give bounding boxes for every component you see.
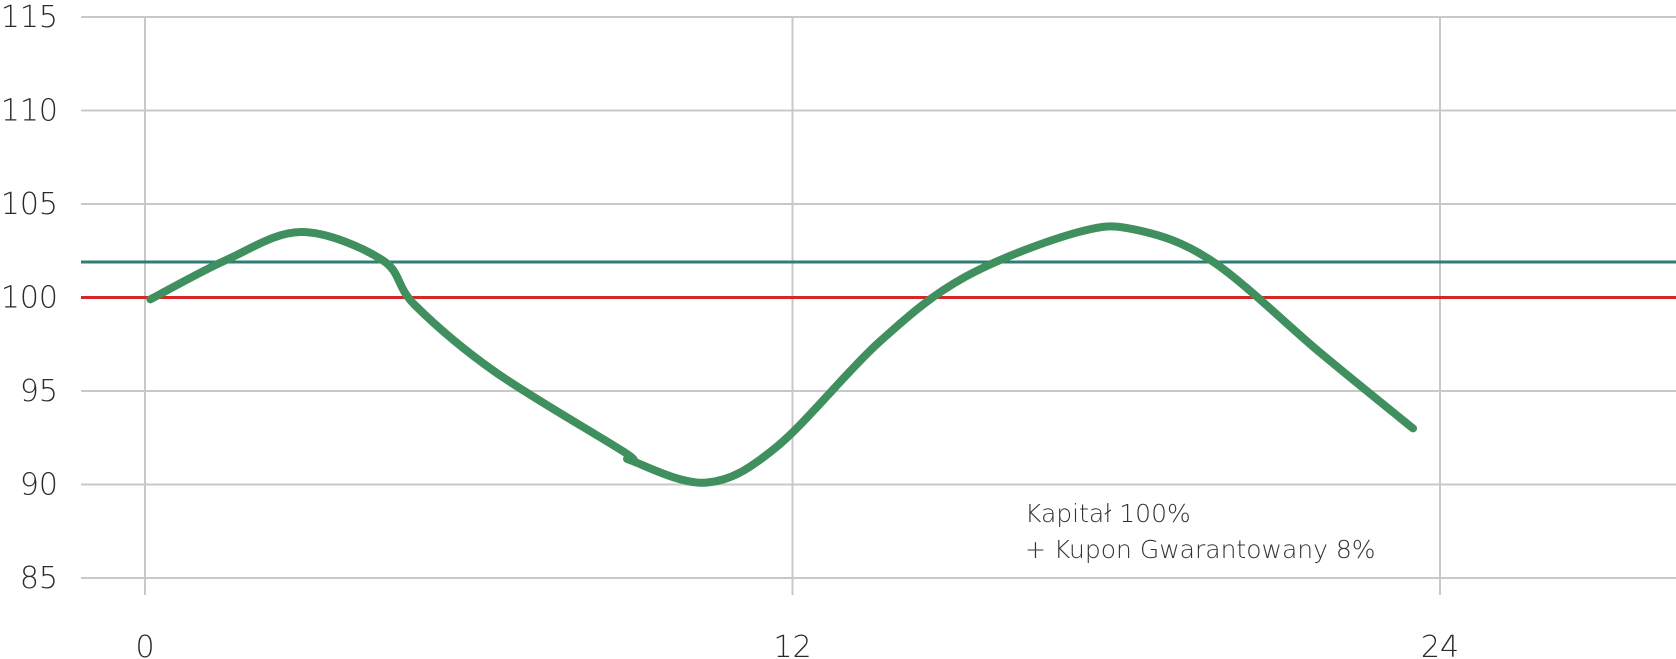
y-tick-label-110: 110 [1,94,58,129]
y-tick-label-90: 90 [20,468,58,503]
series-layer [146,222,1418,487]
y-tick-label-105: 105 [1,187,58,222]
y-tick-label-95: 95 [20,374,58,409]
reference-lines [81,260,1676,299]
x-tick-label-12: 12 [773,630,811,659]
annotation-line-1: Kapitał 100% [1025,499,1191,528]
y-tick-label-85: 85 [20,561,58,596]
y-tick-label-115: 115 [1,0,58,35]
y-tick-label-100: 100 [1,281,58,316]
y-axis-tick-labels: 85 90 95 100 105 110 115 [1,0,58,596]
x-axis-tick-labels: 0 12 24 [135,630,1459,659]
annotation: Kapitał 100% + Kupon Gwarantowany 8% [1025,499,1376,564]
annotation-line-2: + Kupon Gwarantowany 8% [1025,535,1376,564]
grid [81,16,1676,595]
series-line-1 [146,222,1418,487]
x-tick-label-24: 24 [1421,630,1459,659]
x-tick-label-0: 0 [135,630,154,659]
